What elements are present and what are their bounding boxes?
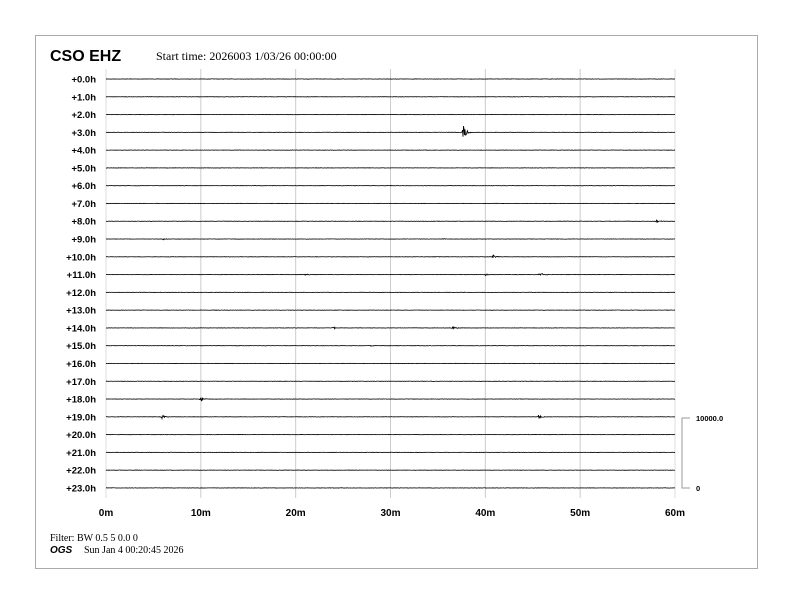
trace-row-10	[105, 254, 676, 259]
row-label: +10.0h	[66, 252, 96, 263]
row-label: +15.0h	[66, 341, 96, 352]
trace-row-14	[105, 325, 676, 330]
x-tick-label: 20m	[286, 508, 306, 519]
frame	[35, 35, 758, 569]
row-label: +3.0h	[71, 128, 96, 139]
scale-max-label: 10000.0	[696, 414, 723, 423]
row-label: +16.0h	[66, 359, 96, 370]
row-label: +4.0h	[71, 146, 96, 157]
x-tick-label: 30m	[380, 508, 400, 519]
trace-row-3	[105, 125, 676, 137]
row-label: +7.0h	[71, 199, 96, 210]
row-label: +0.0h	[71, 75, 96, 86]
row-label: +14.0h	[66, 323, 96, 334]
row-label: +8.0h	[71, 217, 96, 228]
station-title: CSO EHZ	[50, 48, 121, 65]
row-label: +5.0h	[71, 163, 96, 174]
grid	[105, 69, 676, 498]
row-label: +19.0h	[66, 412, 96, 423]
row-label: +6.0h	[71, 181, 96, 192]
row-label: +2.0h	[71, 110, 96, 121]
row-label: +13.0h	[66, 306, 96, 317]
filter-text: Filter: BW 0.5 5 0.0 0	[50, 533, 138, 544]
x-tick-label: 60m	[665, 508, 685, 519]
start-time: Start time: 2026003 1/03/26 00:00:00	[156, 49, 337, 63]
row-label: +1.0h	[71, 92, 96, 103]
trace-row-8	[105, 219, 676, 223]
trace-row-19	[105, 414, 676, 421]
org-label: OGS	[50, 545, 73, 556]
trace-row-18	[105, 397, 676, 402]
x-tick-label: 50m	[570, 508, 590, 519]
row-label: +18.0h	[66, 395, 96, 406]
row-label: +23.0h	[66, 483, 96, 494]
trace-row-15	[105, 344, 676, 347]
scale-bracket	[681, 417, 690, 489]
trace-row-9	[105, 238, 676, 241]
row-label: +22.0h	[66, 466, 96, 477]
row-label: +9.0h	[71, 235, 96, 246]
row-label: +11.0h	[67, 270, 97, 281]
footer-timestamp: Sun Jan 4 00:20:45 2026	[84, 545, 183, 556]
x-tick-label: 10m	[191, 508, 211, 519]
row-label: +17.0h	[66, 377, 96, 388]
trace-row-11	[105, 273, 676, 277]
rows: +0.0h +1.0h +2.0h +3.0h +4.0h +5.0h +6.0h +7.0h…	[66, 75, 676, 494]
row-label: +20.0h	[66, 430, 96, 441]
x-tick-label: 40m	[475, 508, 495, 519]
scale-min-label: 0	[696, 484, 700, 493]
x-tick-label: 0m	[99, 508, 114, 519]
row-label: +21.0h	[66, 448, 96, 459]
row-label: +12.0h	[66, 288, 96, 299]
scale-bar: 10000.0 0	[681, 414, 723, 493]
x-ticks: 0m 10m 20m 30m 40m 50m 60m	[99, 508, 685, 519]
